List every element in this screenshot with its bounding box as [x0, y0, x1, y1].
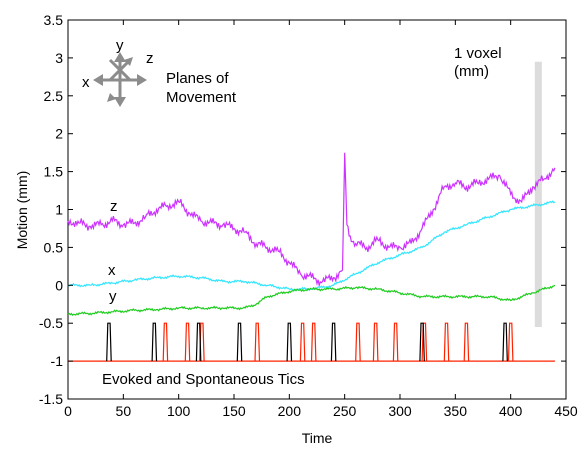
evoked-tic [502, 322, 508, 362]
spontaneous-tic [443, 322, 450, 362]
spontaneous-tic [184, 322, 191, 362]
x-tick-label: 200 [278, 403, 302, 419]
voxel-label-line-2: (mm) [454, 63, 489, 80]
series-group [67, 152, 556, 316]
x-tick-label: 450 [554, 403, 578, 419]
y-tick-label: 3 [55, 50, 63, 66]
planes-label-line-1: Planes of [166, 70, 229, 87]
evoked-tic [106, 322, 112, 362]
evoked-tic [330, 322, 337, 362]
x-tick-label: 150 [222, 403, 246, 419]
direction-arrows-icon [93, 52, 147, 107]
series-label-z: z [110, 198, 118, 215]
series-label-y: y [109, 288, 117, 305]
evoked-tic [286, 322, 293, 362]
series-label-x: x [108, 262, 116, 279]
spontaneous-tic [310, 322, 317, 362]
evoked-tic [236, 322, 243, 362]
x-tick-label: 50 [116, 403, 132, 419]
y-tick-label: 1.5 [44, 164, 64, 180]
x-tick-label: 400 [499, 403, 523, 419]
x-tick-label: 250 [333, 403, 357, 419]
planes-label-line-2: Movement [166, 89, 237, 106]
evoked-tic [419, 322, 425, 362]
y-axis-label: Motion (mm) [14, 171, 30, 250]
plot-frame [67, 19, 567, 400]
x-tick-label: 100 [167, 403, 191, 419]
x-axis: 0 50 100 150 200 250 300 350 400 450 [64, 20, 578, 419]
arrow-letter-x: x [82, 74, 90, 91]
spontaneous-tic [507, 322, 514, 362]
spontaneous-tic [421, 322, 428, 362]
tics-caption: Evoked and Spontaneous Tics [102, 371, 305, 388]
tics-group [68, 322, 555, 362]
voxel-label-line-1: 1 voxel [454, 45, 502, 62]
y-tick-label: 2 [55, 126, 63, 142]
series-line-z [67, 152, 556, 288]
series-line-y [67, 284, 556, 316]
y-tick-label: -0.5 [39, 315, 63, 331]
planes-of-movement-legend: y z x Planes of Movement [82, 37, 237, 107]
evoked-tic [151, 322, 158, 362]
y-tick-label: 2.5 [44, 88, 64, 104]
spontaneous-tic [355, 322, 361, 362]
y-axis: -1.5 -1 -0.5 0 0.5 1 1.5 2 2.5 3 3.5 [39, 12, 566, 407]
y-tick-label: 0 [55, 277, 63, 293]
x-tick-label: 0 [64, 403, 72, 419]
x-axis-label: Time [302, 430, 333, 446]
spontaneous-tic [299, 322, 306, 362]
spontaneous-tic [372, 322, 379, 362]
y-tick-label: 0.5 [44, 239, 64, 255]
x-tick-label: 300 [388, 403, 412, 419]
spontaneous-tic [392, 322, 399, 362]
y-tick-label: 3.5 [44, 12, 64, 28]
spontaneous-tic [254, 322, 261, 362]
spontaneous-tic [463, 322, 470, 362]
evoked-tic [195, 322, 202, 362]
arrow-letter-z: z [146, 50, 154, 67]
arrow-letter-y: y [116, 37, 124, 54]
x-tick-label: 350 [444, 403, 468, 419]
spontaneous-tic [162, 322, 169, 362]
y-tick-label: 1 [55, 202, 63, 218]
y-tick-label: -1 [51, 353, 64, 369]
y-tick-label: -1.5 [39, 391, 63, 407]
